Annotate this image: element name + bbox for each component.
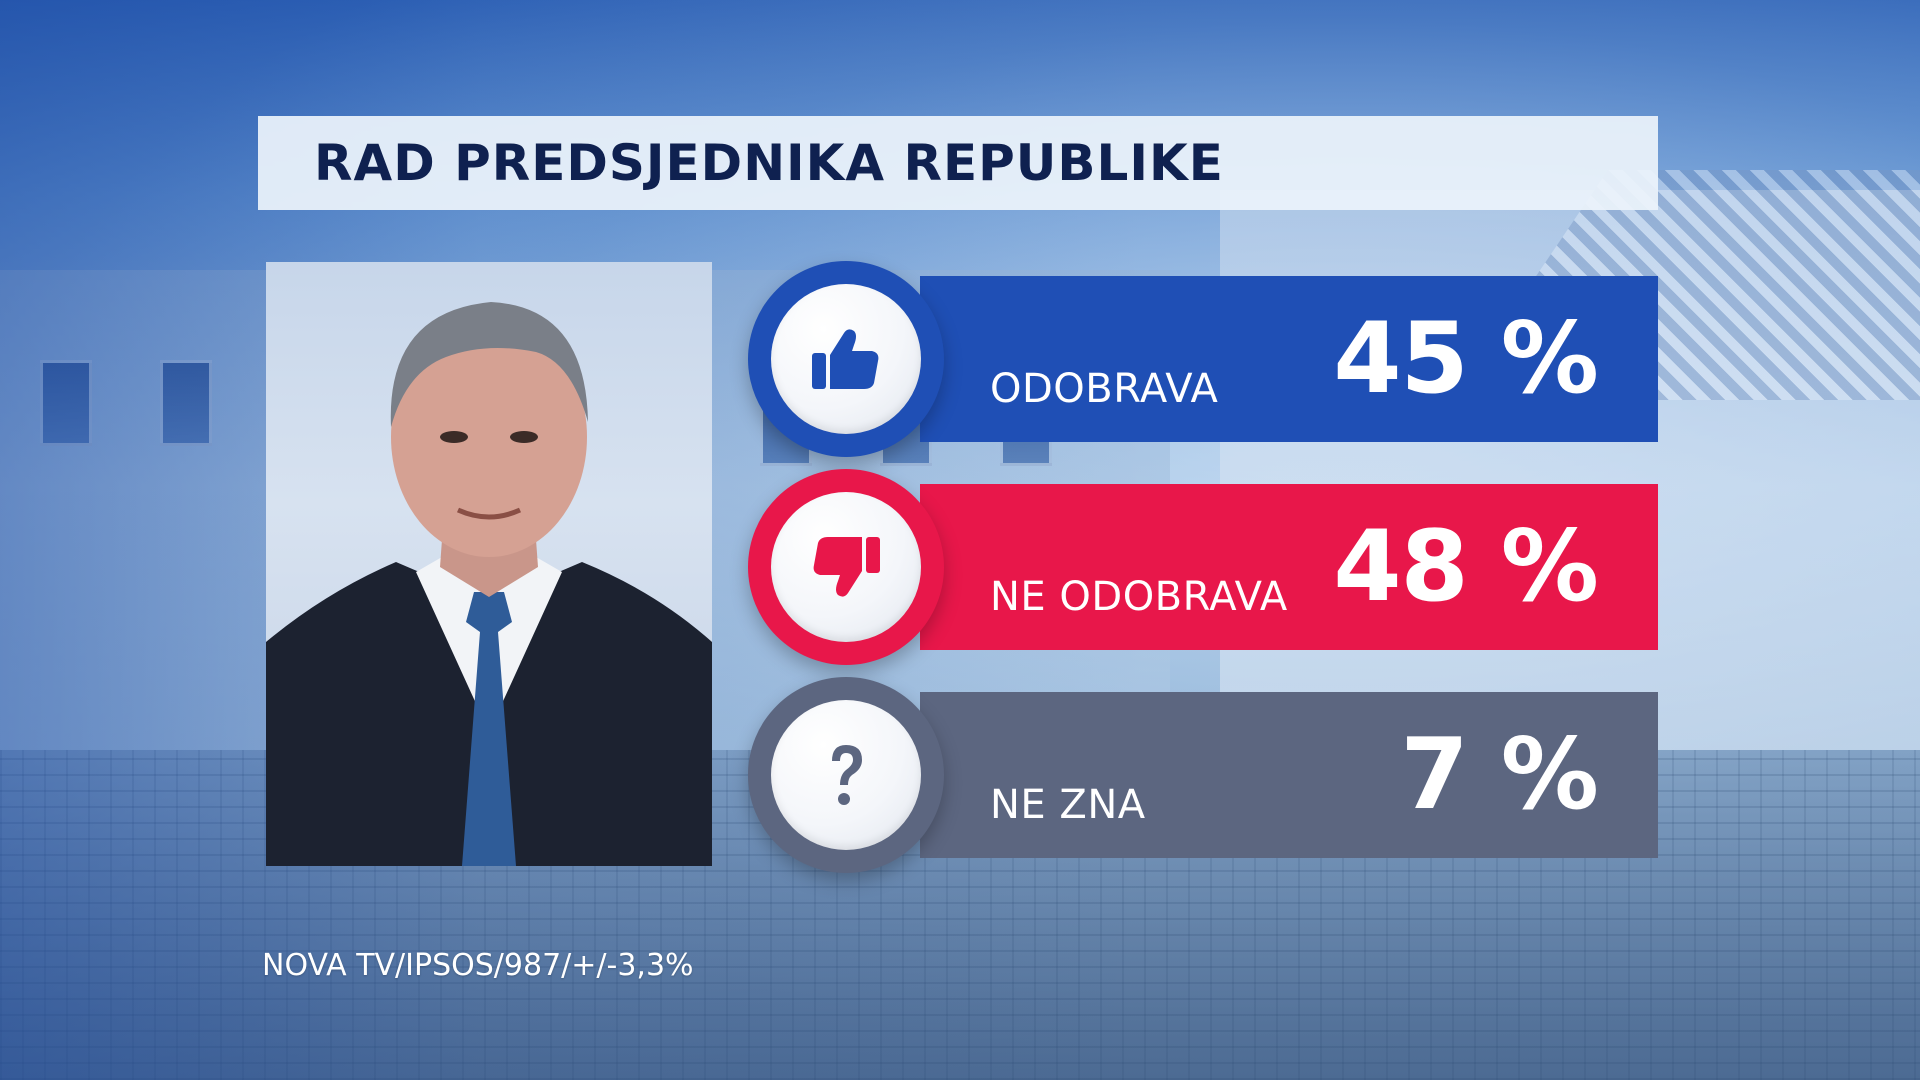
question-mark-dot xyxy=(838,793,850,805)
thumbs-down-hand xyxy=(813,537,862,597)
approve-badge xyxy=(748,261,944,457)
portrait-photo xyxy=(266,262,712,866)
question-mark-icon xyxy=(832,745,862,805)
bar-value: 48 % xyxy=(1333,510,1599,624)
portrait-hair xyxy=(390,302,588,427)
bar-ne-zna: NE ZNA 7 % xyxy=(920,692,1658,858)
dont-know-badge-center xyxy=(771,700,921,850)
thumbs-up-hand xyxy=(830,329,879,389)
bar-ne-odobrava: NE ODOBRAVA 48 % xyxy=(920,484,1658,650)
source-note: NOVA TV/IPSOS/987/+/-3,3% xyxy=(262,948,694,983)
question-mark-curve xyxy=(832,745,862,785)
title-banner: RAD PREDSJEDNIKA REPUBLIKE xyxy=(258,116,1658,210)
portrait-eye xyxy=(440,431,468,443)
chart-title: RAD PREDSJEDNIKA REPUBLIKE xyxy=(314,134,1224,192)
approve-badge-center xyxy=(771,284,921,434)
thumbs-up-cuff xyxy=(812,353,826,389)
bar-label: NE ZNA xyxy=(990,782,1146,828)
disapprove-badge-center xyxy=(771,492,921,642)
thumbs-up-icon xyxy=(812,329,879,389)
portrait-illustration xyxy=(266,302,712,866)
bar-label: ODOBRAVA xyxy=(990,366,1219,412)
dont-know-badge xyxy=(748,677,944,873)
background-window xyxy=(40,360,92,446)
portrait-eye xyxy=(510,431,538,443)
portrait-mouth xyxy=(456,507,522,520)
background-window xyxy=(160,360,212,446)
bar-value: 45 % xyxy=(1333,302,1599,416)
bar-odobrava: ODOBRAVA 45 % xyxy=(920,276,1658,442)
bar-value: 7 % xyxy=(1400,718,1599,832)
disapprove-badge xyxy=(748,469,944,665)
portrait-head xyxy=(391,317,587,557)
thumbs-down-icon xyxy=(813,537,880,597)
bar-label: NE ODOBRAVA xyxy=(990,574,1288,620)
portrait-tie xyxy=(462,592,516,866)
thumbs-down-cuff xyxy=(866,537,880,573)
